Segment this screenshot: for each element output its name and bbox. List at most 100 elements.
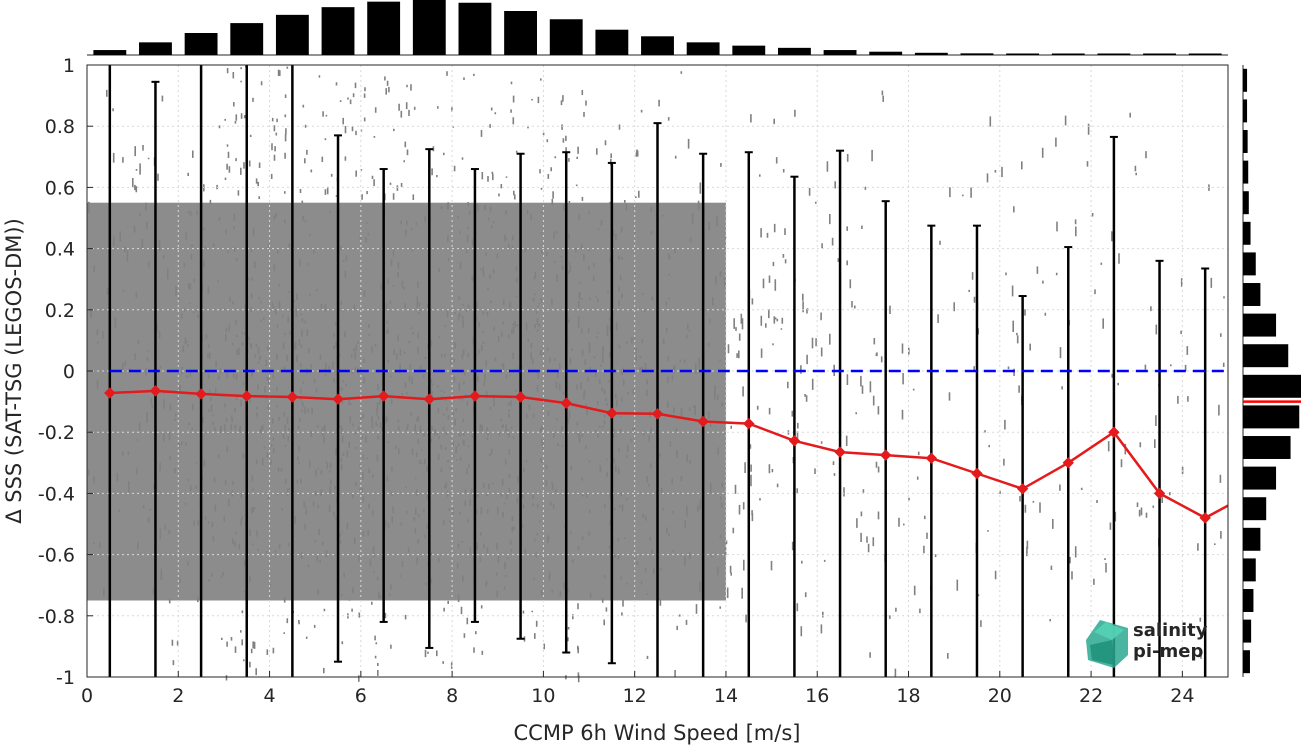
right-histogram-bar — [1243, 221, 1251, 245]
logo-text-line1: salinity — [1133, 620, 1208, 641]
top-histogram-bar — [139, 42, 172, 55]
median-marker — [332, 393, 344, 405]
top-histogram — [87, 0, 1228, 56]
top-histogram-bar — [1051, 53, 1085, 55]
right-histogram-bar — [1243, 344, 1289, 368]
right-histogram-bar — [1243, 497, 1267, 521]
right-histogram-bar — [1243, 405, 1300, 429]
right-histogram-bar — [1243, 558, 1256, 582]
right-histogram-bar — [1243, 130, 1248, 153]
x-tick-label: 22 — [1079, 685, 1103, 707]
median-marker — [651, 408, 664, 420]
top-histogram-bar — [686, 42, 720, 55]
top-histogram-bar — [321, 7, 355, 55]
x-tick-label: 10 — [531, 685, 555, 707]
y-tick-label: -1 — [56, 667, 75, 689]
median-marker — [606, 407, 618, 419]
top-histogram-bar — [641, 36, 674, 55]
median-marker — [286, 391, 299, 403]
scatter-cloud — [87, 65, 1225, 683]
median-marker — [104, 387, 116, 399]
median-marker — [834, 446, 846, 458]
top-histogram-bar — [549, 19, 583, 55]
right-histogram-bar — [1243, 160, 1249, 184]
right-histogram-bar — [1243, 436, 1291, 459]
x-tick-label: 0 — [81, 685, 93, 707]
right-histogram-bar — [1243, 313, 1277, 337]
right-histogram-bar — [1243, 99, 1248, 123]
top-histogram-bar — [960, 53, 994, 55]
x-tick-label: 12 — [623, 685, 647, 707]
top-histogram-bar — [184, 33, 218, 55]
median-marker — [241, 390, 253, 402]
top-histogram-bar — [93, 50, 127, 55]
y-tick-label: -0.4 — [38, 483, 75, 505]
right-histogram-bar — [1243, 68, 1248, 92]
median-marker — [560, 397, 572, 409]
top-histogram-bar — [1143, 53, 1176, 55]
top-histogram-bar — [1188, 53, 1222, 55]
median-line — [109, 389, 1229, 520]
y-tick-label: 0.4 — [45, 239, 75, 261]
top-histogram-bar — [732, 45, 766, 55]
right-histogram-bar — [1243, 650, 1250, 674]
top-histogram-bar — [823, 50, 857, 55]
top-histogram-bar — [458, 2, 492, 55]
x-axis-title: CCMP 6h Wind Speed [m/s] — [514, 721, 801, 745]
top-histogram-bar — [914, 52, 948, 55]
x-tick-label: 2 — [172, 685, 184, 707]
y-tick-label: 0.8 — [45, 116, 75, 138]
median-marker — [1153, 487, 1166, 500]
right-histogram-bar — [1243, 589, 1254, 612]
median-marker — [788, 435, 801, 447]
median-marker — [1016, 483, 1029, 495]
x-tick-label: 8 — [446, 685, 458, 707]
top-histogram-bar — [367, 1, 401, 55]
median-marker — [514, 391, 527, 403]
top-histogram-bar — [230, 23, 264, 55]
median-marker — [149, 385, 162, 397]
right-histogram-bar — [1243, 374, 1301, 398]
right-histogram-bar — [1243, 191, 1249, 215]
right-histogram-bar — [1243, 466, 1277, 490]
median-marker — [377, 390, 390, 402]
median-marker — [423, 393, 436, 405]
x-axis: 0 2 4 6 8 10 12 14 16 18 20 22 24 — [81, 671, 1194, 707]
right-histogram-bar — [1243, 527, 1261, 551]
y-tick-label: -0.6 — [38, 545, 75, 567]
x-tick-label: 20 — [988, 685, 1012, 707]
top-histogram-bar — [595, 29, 629, 55]
x-tick-label: 24 — [1170, 685, 1194, 707]
y-tick-label: -0.8 — [38, 606, 75, 628]
median-marker — [469, 390, 481, 402]
right-histogram-bar — [1243, 283, 1261, 306]
top-histogram-bar — [777, 47, 811, 55]
x-tick-label: 18 — [896, 685, 920, 707]
right-histogram-bar — [1243, 252, 1256, 276]
median-marker — [697, 415, 709, 428]
x-tick-label: 16 — [805, 685, 829, 707]
y-axis: -1 -0.8 -0.6 -0.4 -0.2 0 0.2 0.4 0.6 0.8 1 — [38, 55, 93, 689]
median-marker — [1062, 457, 1074, 469]
y-axis-title: Δ SSS (SAT-TSG (LEGOS-DM)) — [2, 218, 26, 524]
scatter-dense-core — [87, 202, 726, 601]
top-histogram-bar — [869, 51, 903, 55]
salinity-pi-mep-logo: salinity pi-mep — [1086, 620, 1208, 668]
median-marker — [743, 417, 755, 430]
y-tick-label: -0.2 — [38, 422, 75, 444]
y-tick-label: 1 — [63, 55, 75, 77]
x-tick-label: 4 — [264, 685, 276, 707]
top-histogram-bar — [412, 0, 446, 55]
median-marker — [195, 388, 207, 400]
x-tick-label: 6 — [355, 685, 367, 707]
top-histogram-bar — [1097, 53, 1131, 55]
y-tick-label: 0.6 — [45, 177, 75, 199]
median-marker — [925, 452, 938, 464]
median-line-series — [104, 385, 1229, 524]
median-marker — [1199, 512, 1211, 524]
y-tick-label: 0 — [63, 361, 75, 383]
median-marker — [879, 449, 892, 461]
top-histogram-bar — [1006, 53, 1040, 55]
logo-text-line2: pi-mep — [1133, 641, 1203, 662]
